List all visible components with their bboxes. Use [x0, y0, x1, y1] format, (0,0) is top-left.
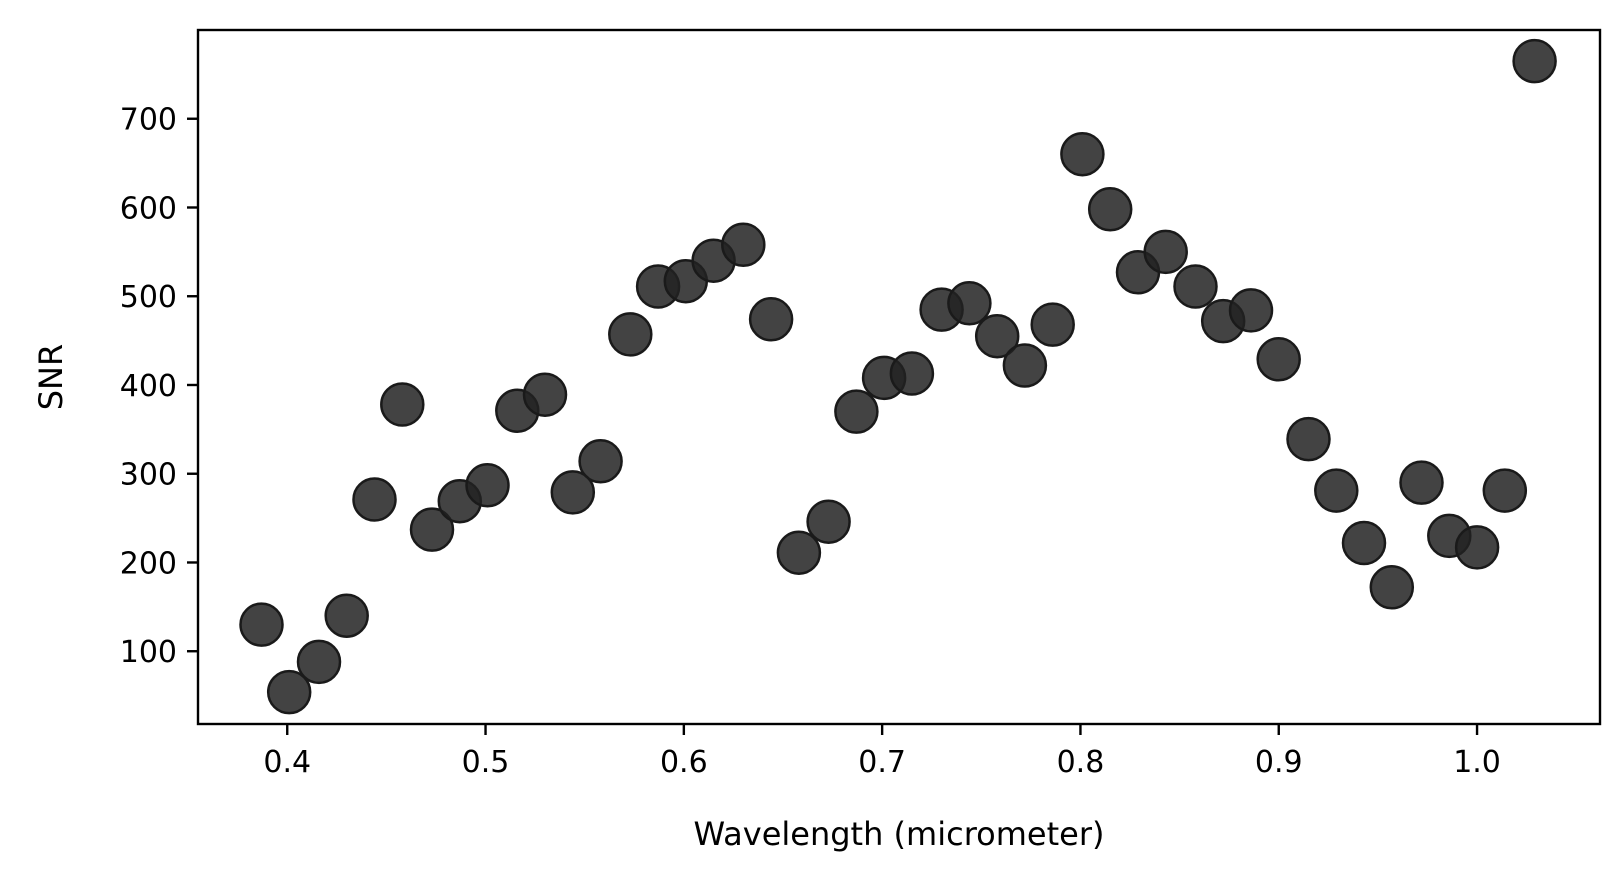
data-point: [1369, 565, 1415, 610]
x-axis-label: Wavelength (micrometer): [694, 815, 1105, 853]
data-point: [1173, 264, 1218, 309]
data-point: [1454, 525, 1500, 570]
x-tick-label: 0.6: [660, 745, 708, 780]
data-point: [266, 669, 312, 715]
data-point: [776, 530, 822, 575]
data-point: [1030, 302, 1075, 347]
y-tick-label: 400: [120, 369, 177, 404]
x-tick-label: 0.4: [263, 745, 311, 780]
data-point: [1341, 520, 1387, 566]
data-point: [1482, 468, 1528, 513]
y-tick-label: 700: [120, 103, 177, 138]
data-point: [1228, 288, 1274, 333]
y-axis-label: SNR: [32, 344, 70, 410]
data-point: [974, 313, 1020, 359]
x-tick-label: 1.0: [1453, 745, 1501, 780]
data-point: [947, 281, 992, 326]
x-tick-label: 0.7: [858, 745, 906, 780]
plot-frame: [196, 28, 1602, 726]
x-tick-label: 0.9: [1255, 745, 1303, 780]
data-point: [889, 351, 935, 396]
data-point: [578, 439, 623, 484]
data-point: [1060, 131, 1105, 177]
y-tick-label: 200: [120, 546, 177, 581]
data-point: [522, 372, 568, 417]
y-tick-label: 100: [120, 635, 177, 670]
data-point: [1087, 187, 1133, 232]
x-tick-label: 0.8: [1057, 745, 1105, 780]
data-point: [352, 477, 397, 522]
data-point: [550, 470, 596, 515]
y-tick-label: 500: [120, 280, 177, 315]
data-point: [721, 222, 766, 268]
data-point: [806, 499, 851, 544]
data-point: [380, 382, 425, 427]
data-point: [465, 463, 510, 508]
data-point: [834, 389, 879, 434]
x-tick-label: 0.5: [462, 745, 510, 780]
data-points: [239, 38, 1557, 715]
data-point: [239, 602, 284, 647]
data-point: [1314, 468, 1359, 513]
data-point: [324, 593, 369, 638]
data-point: [1143, 229, 1188, 275]
y-axis-ticks: 100 200 300 400 500 600 700: [120, 103, 198, 670]
y-tick-label: 600: [120, 191, 177, 226]
data-point: [409, 507, 455, 552]
data-point: [1002, 343, 1048, 388]
data-point: [608, 312, 653, 357]
x-axis-ticks: 0.4 0.5 0.6 0.7 0.8 0.9 1.0: [263, 724, 1501, 780]
data-point: [1256, 337, 1301, 382]
data-point: [1512, 38, 1557, 84]
data-point: [296, 639, 342, 685]
data-point: [1399, 460, 1444, 505]
y-tick-label: 300: [120, 458, 177, 493]
data-point: [748, 297, 794, 342]
data-point: [1286, 416, 1331, 462]
